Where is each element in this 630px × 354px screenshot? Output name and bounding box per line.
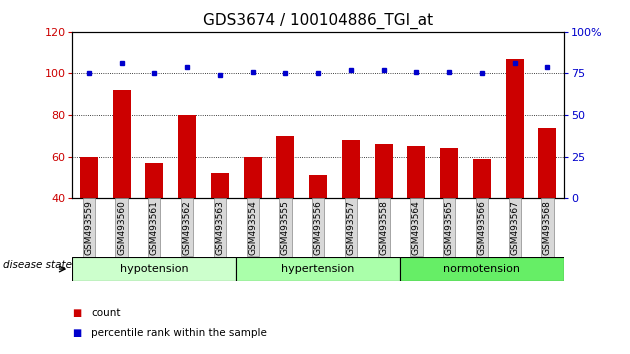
Bar bbox=[80, 156, 98, 281]
Text: hypertension: hypertension bbox=[282, 264, 355, 274]
Bar bbox=[113, 90, 130, 281]
Bar bbox=[309, 175, 327, 281]
Text: GSM493565: GSM493565 bbox=[445, 200, 454, 255]
Bar bbox=[146, 163, 163, 281]
Bar bbox=[473, 159, 491, 281]
Bar bbox=[277, 136, 294, 281]
Text: ■: ■ bbox=[72, 328, 82, 338]
Bar bbox=[178, 115, 196, 281]
Text: GSM493566: GSM493566 bbox=[478, 200, 486, 255]
Text: hypotension: hypotension bbox=[120, 264, 188, 274]
Bar bbox=[236, 257, 400, 281]
Text: ■: ■ bbox=[72, 308, 82, 318]
Text: GSM493561: GSM493561 bbox=[150, 200, 159, 255]
Text: GSM493555: GSM493555 bbox=[281, 200, 290, 255]
Text: GSM493559: GSM493559 bbox=[84, 200, 93, 255]
Bar bbox=[72, 257, 236, 281]
Bar bbox=[375, 144, 392, 281]
Text: GSM493557: GSM493557 bbox=[346, 200, 355, 255]
Text: GSM493558: GSM493558 bbox=[379, 200, 388, 255]
Bar bbox=[539, 127, 556, 281]
Title: GDS3674 / 100104886_TGI_at: GDS3674 / 100104886_TGI_at bbox=[203, 13, 433, 29]
Bar bbox=[506, 59, 524, 281]
Text: disease state: disease state bbox=[3, 261, 72, 270]
Text: GSM493554: GSM493554 bbox=[248, 200, 257, 255]
Bar bbox=[400, 257, 564, 281]
Text: GSM493568: GSM493568 bbox=[543, 200, 552, 255]
Text: GSM493562: GSM493562 bbox=[183, 200, 192, 255]
Bar bbox=[211, 173, 229, 281]
Text: GSM493567: GSM493567 bbox=[510, 200, 519, 255]
Text: GSM493560: GSM493560 bbox=[117, 200, 126, 255]
Text: GSM493563: GSM493563 bbox=[215, 200, 224, 255]
Bar bbox=[342, 140, 360, 281]
Text: count: count bbox=[91, 308, 121, 318]
Text: GSM493556: GSM493556 bbox=[314, 200, 323, 255]
Text: normotension: normotension bbox=[444, 264, 520, 274]
Bar bbox=[408, 146, 425, 281]
Bar bbox=[244, 156, 261, 281]
Text: GSM493564: GSM493564 bbox=[412, 200, 421, 255]
Bar bbox=[440, 148, 458, 281]
Text: percentile rank within the sample: percentile rank within the sample bbox=[91, 328, 267, 338]
